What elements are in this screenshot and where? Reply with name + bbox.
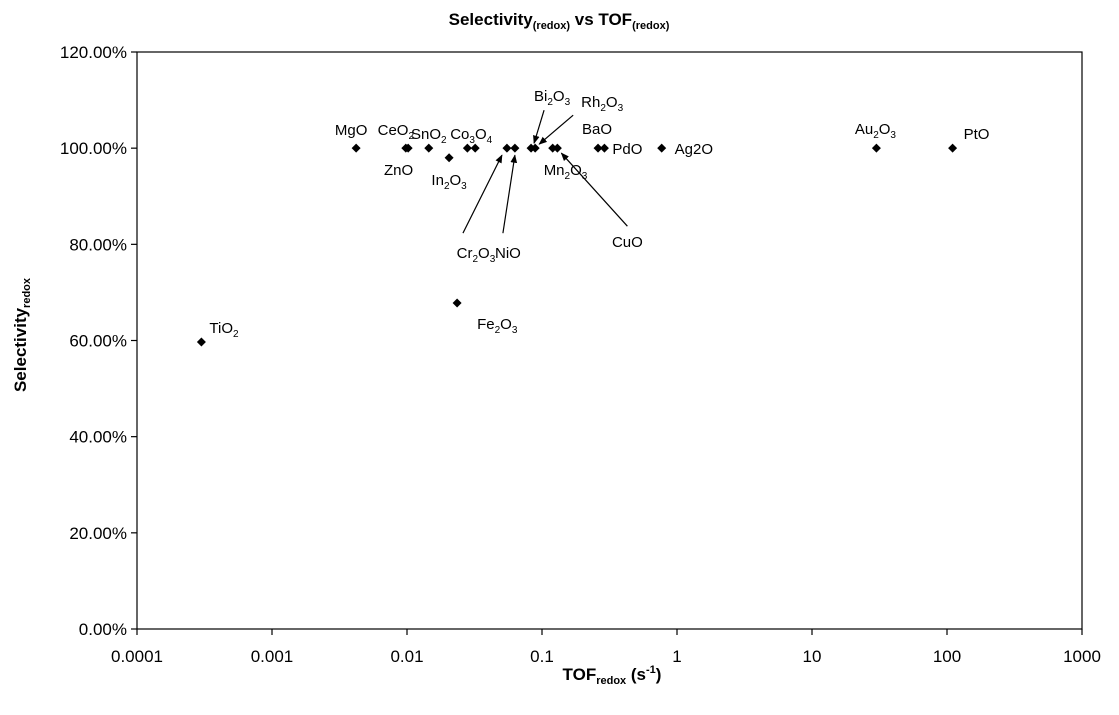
data-point-cuo (552, 143, 562, 153)
x-tick-label: 10 (803, 647, 822, 666)
x-tick-label: 0.0001 (111, 647, 163, 666)
label-cr2o3: Cr2O3 (457, 245, 496, 265)
x-tick-label: 0.001 (251, 647, 294, 666)
label-mn2o3: Mn2O3 (544, 162, 588, 182)
data-labels: TiO2 MgO CeO2 ZnO SnO2 In2O3 Fe2O3 Co3O4 Cr2O3 Ni… (209, 88, 989, 340)
data-point-pdo (599, 143, 609, 153)
label-nio: NiO (495, 245, 521, 262)
x-tick-label: 1000 (1063, 647, 1101, 666)
label-ceo2: CeO2 (378, 122, 415, 142)
data-point-pto (948, 143, 958, 153)
label-bi2o3: Bi2O3 (534, 88, 571, 108)
x-tick-label: 100 (933, 647, 961, 666)
y-axis: 0.00% 20.00% 40.00% 60.00% 80.00% 100.00% 120.… (60, 43, 137, 639)
y-tick-label: 0.00% (79, 620, 127, 639)
label-zno: ZnO (384, 162, 413, 179)
x-tick-label: 0.01 (390, 647, 423, 666)
label-pdo: PdO (612, 141, 642, 158)
data-point-rh2o3 (530, 143, 540, 153)
data-point-sno2 (424, 143, 434, 153)
data-point-in2o3 (444, 153, 454, 163)
data-point-zno (403, 143, 413, 153)
data-point-au2o3 (871, 143, 881, 153)
y-tick-label: 100.00% (60, 139, 127, 158)
data-point-mgo (351, 143, 361, 153)
label-in2o3: In2O3 (431, 172, 467, 192)
data-point-ag2o (657, 143, 667, 153)
y-tick-label: 40.00% (69, 428, 127, 447)
arrow-cr2o3 (462, 154, 503, 234)
annotation-arrows (462, 109, 628, 234)
label-au2o3: Au2O3 (855, 121, 897, 141)
label-bao: BaO (582, 121, 612, 138)
plot-area (136, 51, 1083, 630)
arrow-rh2o3 (538, 114, 574, 145)
y-tick-label: 120.00% (60, 43, 127, 62)
label-tio2: TiO2 (209, 320, 239, 340)
arrow-cuo (560, 152, 628, 227)
data-point-bao (593, 143, 603, 153)
x-tick-label: 1 (672, 647, 681, 666)
x-tick-label: 0.1 (530, 647, 554, 666)
arrow-bi2o3 (533, 109, 545, 144)
label-ag2o: Ag2O (675, 141, 713, 158)
label-pto: PtO (964, 126, 990, 143)
data-point-mn2o3 (548, 143, 558, 153)
x-axis: 0.0001 0.001 0.01 0.1 1 10 100 1000 (111, 629, 1101, 666)
chart-title: Selectivity(redox) vs TOF(redox) (449, 10, 670, 32)
y-tick-label: 20.00% (69, 524, 127, 543)
label-rh2o3: Rh2O3 (581, 94, 623, 114)
data-point-fe2o3 (452, 298, 462, 308)
label-sno2: SnO2 (411, 126, 447, 146)
label-cuo: CuO (612, 234, 643, 251)
y-tick-label: 60.00% (69, 332, 127, 351)
x-axis-title: TOFredox (s-1) (563, 664, 662, 687)
y-tick-label: 80.00% (69, 235, 127, 254)
y-axis-title: Selectivityredox (11, 277, 33, 392)
data-points (196, 143, 958, 347)
label-mgo: MgO (335, 122, 368, 139)
data-point-nio (510, 143, 520, 153)
arrow-nio (502, 154, 518, 234)
data-point-co3o4 (470, 143, 480, 153)
data-point-tio2 (196, 337, 206, 347)
label-co3o4: Co3O4 (450, 126, 492, 146)
data-point-cr2o3 (502, 143, 512, 153)
data-point-sno2-b (462, 143, 472, 153)
label-fe2o3: Fe2O3 (477, 316, 518, 336)
